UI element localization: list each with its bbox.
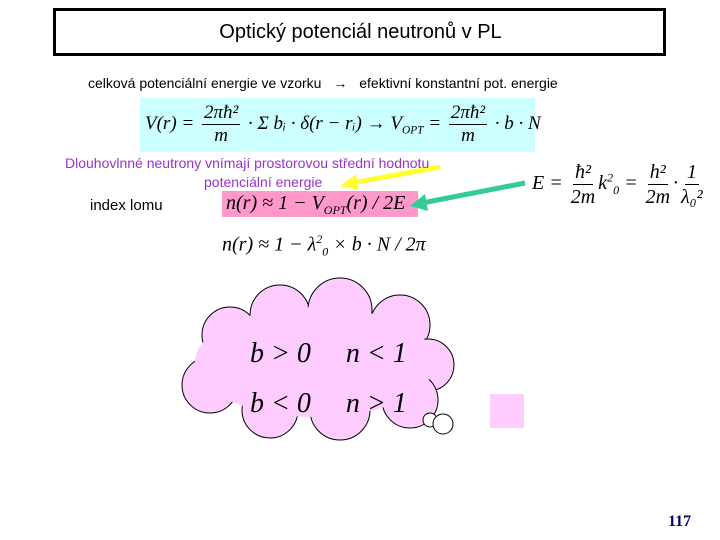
fraction-denominator: 2m xyxy=(645,186,671,208)
formula-index: n(r) ≈ 1 − VOPT(r) / 2E xyxy=(226,192,405,218)
fraction-numerator: ħ² xyxy=(572,161,593,185)
subscript: 0 xyxy=(322,244,329,259)
fraction-numerator: 2πħ² xyxy=(201,102,241,125)
formula-energy: E = ħ² 2m k20 = h² 2m · 1 λ₀² xyxy=(532,160,706,209)
formula-part: n(r) ≈ 1 − V xyxy=(226,192,324,214)
cloud-row: b < 0 n > 1 xyxy=(250,388,407,420)
intro: celková potenciální energie ve vzorku → … xyxy=(88,75,558,91)
title: Optický potenciál neutronů v PL xyxy=(219,21,502,43)
intro-left: celková potenciální energie ve vzorku xyxy=(88,75,322,91)
subscript: 0 xyxy=(613,183,620,198)
formula-part: n(r) ≈ 1 − λ xyxy=(222,233,317,256)
subscript: OPT xyxy=(323,203,347,217)
fraction-numerator: 2πħ² xyxy=(448,102,488,125)
cloud-result: n > 1 xyxy=(345,388,407,419)
fraction-numerator: h² xyxy=(647,161,668,185)
formula-part: = xyxy=(428,112,442,134)
formula-part: · Σ bᵢ · δ(r − rᵢ) → V xyxy=(247,112,402,134)
formula-part: E = xyxy=(532,172,563,195)
fraction-numerator: 1 xyxy=(684,161,699,185)
formula-potential: V(r) = 2πħ² m · Σ bᵢ · δ(r − rᵢ) → VOPT =… xyxy=(145,102,541,147)
fraction-denominator: λ₀² xyxy=(681,186,703,208)
formula-part: = xyxy=(624,172,638,195)
formula-index-2: n(r) ≈ 1 − λ20 × b · N / 2π xyxy=(222,232,426,260)
cloud-condition: b < 0 xyxy=(250,388,311,419)
cloud-condition: b > 0 xyxy=(250,338,311,369)
superscript: 2 xyxy=(316,232,323,246)
formula-part: k xyxy=(598,172,608,195)
fraction-denominator: m xyxy=(214,125,228,146)
superscript: 2 xyxy=(607,170,614,185)
intro-right: efektivní konstantní pot. energie xyxy=(359,75,558,91)
formula-part: · xyxy=(673,172,679,195)
formula-part: · b · N xyxy=(494,112,541,134)
note-line: Dlouhovlnné neutrony vnímají prostorovou… xyxy=(65,155,430,171)
cloud-result: n < 1 xyxy=(345,338,407,369)
formula-part: (r) / 2E xyxy=(346,192,406,214)
formula-part: × b · N / 2π xyxy=(333,233,426,256)
fraction-denominator: m xyxy=(461,125,475,146)
intro-arrow: → xyxy=(333,75,348,91)
fraction-denominator: 2m xyxy=(570,186,596,208)
formula-part: V(r) = xyxy=(145,112,195,134)
cloud-row: b > 0 n < 1 xyxy=(250,338,407,370)
subscript: OPT xyxy=(401,124,424,137)
page-number: 117 xyxy=(668,513,692,530)
label: index lomu xyxy=(90,197,163,214)
note-line: potenciální energie xyxy=(204,174,323,190)
